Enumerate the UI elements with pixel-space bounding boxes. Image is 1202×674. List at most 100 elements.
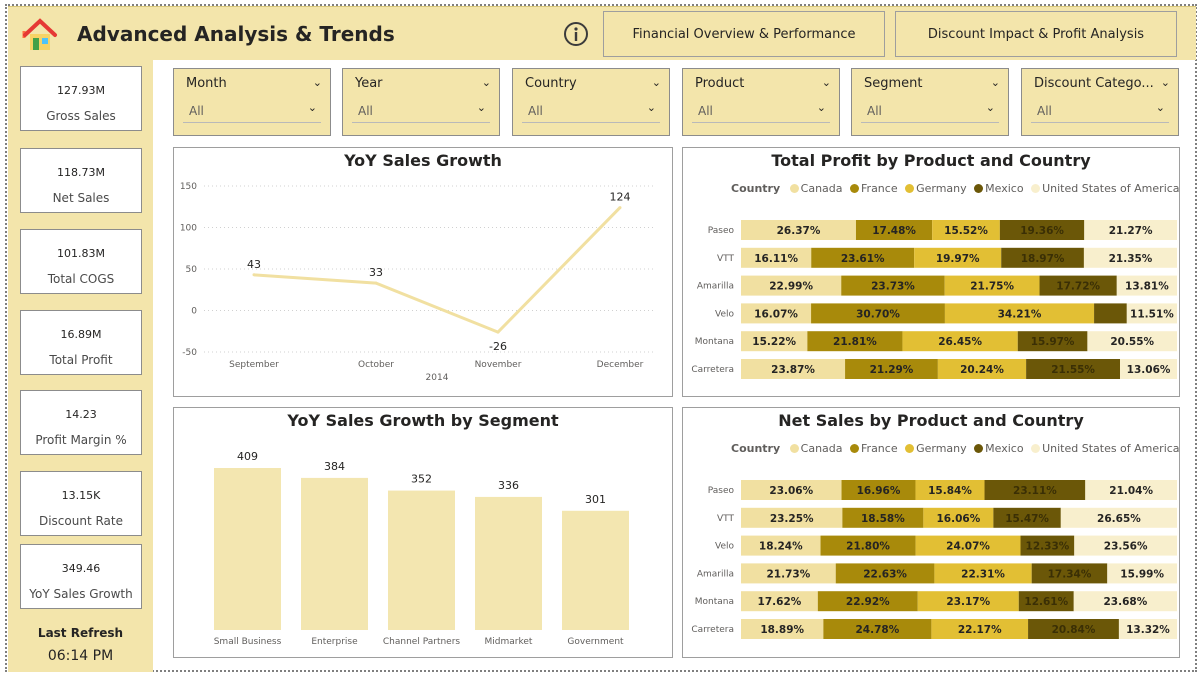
bar[interactable] <box>475 496 542 630</box>
home-icon[interactable] <box>22 18 58 52</box>
discount-impact-button[interactable]: Discount Impact & Profit Analysis <box>895 11 1177 57</box>
bar-segment[interactable] <box>1074 535 1177 556</box>
info-icon[interactable] <box>563 21 589 47</box>
bar-segment[interactable] <box>1107 563 1177 584</box>
bar-segment[interactable] <box>1118 619 1177 639</box>
bar-segment[interactable] <box>1116 275 1177 296</box>
bar-segment[interactable] <box>741 303 812 324</box>
slicer-dropdown[interactable]: All ⌄ <box>692 97 830 123</box>
bar-segment[interactable] <box>999 220 1085 240</box>
bar[interactable] <box>562 510 629 630</box>
bar-segment[interactable] <box>741 535 821 556</box>
bar-segment[interactable] <box>934 563 1032 584</box>
bar[interactable] <box>301 477 368 630</box>
bar-segment[interactable] <box>741 591 818 612</box>
legend-item-mexico[interactable]: Mexico <box>974 182 1024 195</box>
bar-segment[interactable] <box>1060 507 1177 528</box>
bar-segment[interactable] <box>932 220 1000 240</box>
bar-segment[interactable] <box>915 480 985 500</box>
slicer-country[interactable]: Country ⌄ All ⌄ <box>512 68 670 136</box>
bar-segment[interactable] <box>1085 480 1177 500</box>
slicer-dropdown[interactable]: All ⌄ <box>1031 97 1169 123</box>
bar-segment[interactable] <box>741 247 812 268</box>
bar-segment[interactable] <box>1020 535 1075 556</box>
bar-segment[interactable] <box>741 619 824 639</box>
legend-item-germany[interactable]: Germany <box>905 442 967 455</box>
bar-segment[interactable] <box>917 591 1019 612</box>
yoy-growth-by-segment-visual[interactable]: YoY Sales Growth by Segment 409 Small Bus… <box>173 407 673 658</box>
bar-segment[interactable] <box>1039 275 1117 296</box>
bar-segment[interactable] <box>915 535 1021 556</box>
slicer-discount-category[interactable]: Discount Catego... ⌄ All ⌄ <box>1021 68 1179 136</box>
slicer-dropdown[interactable]: All ⌄ <box>352 97 490 123</box>
slicer-dropdown[interactable]: All ⌄ <box>522 97 660 123</box>
yoy-sales-growth-visual[interactable]: YoY Sales Growth 150 100 50 0 -50 September Oc… <box>173 147 673 397</box>
data-point[interactable] <box>374 281 378 285</box>
financial-overview-button[interactable]: Financial Overview & Performance <box>603 11 885 57</box>
bar-segment[interactable] <box>944 303 1095 324</box>
legend-item-mexico[interactable]: Mexico <box>974 442 1024 455</box>
bar-segment[interactable] <box>1087 331 1177 352</box>
bar-segment[interactable] <box>1073 591 1177 612</box>
bar-segment[interactable] <box>1017 331 1088 352</box>
bar-segment[interactable] <box>1084 220 1177 240</box>
bar-segment[interactable] <box>845 359 938 379</box>
bar-segment[interactable] <box>1018 591 1074 612</box>
data-point[interactable] <box>252 273 256 277</box>
bar-segment[interactable] <box>937 359 1027 379</box>
legend-item-usa[interactable]: United States of America <box>1031 442 1180 455</box>
legend-item-canada[interactable]: Canada <box>789 442 843 455</box>
bar-segment[interactable] <box>841 275 945 296</box>
bar-segment[interactable] <box>1026 359 1121 379</box>
bar-segment[interactable] <box>741 507 843 528</box>
bar-segment[interactable] <box>1031 563 1108 584</box>
bar[interactable] <box>388 490 455 630</box>
bar-segment[interactable] <box>931 619 1029 639</box>
legend-item-france[interactable]: France <box>850 442 898 455</box>
legend-item-usa[interactable]: United States of America <box>1031 182 1180 195</box>
bar-segment[interactable] <box>807 331 903 352</box>
profit-by-product-country-visual[interactable]: Total Profit by Product and Country Coun… <box>682 147 1180 397</box>
slicer-dropdown[interactable]: All ⌄ <box>183 97 321 123</box>
bar-segment[interactable] <box>835 563 935 584</box>
bar-segment[interactable] <box>741 359 846 379</box>
bar-segment[interactable] <box>914 247 1002 268</box>
data-point[interactable] <box>496 330 500 334</box>
bar-segment[interactable] <box>855 220 933 240</box>
bar-segment[interactable] <box>1001 247 1084 268</box>
bar-segment[interactable] <box>811 247 915 268</box>
legend-item-germany[interactable]: Germany <box>905 182 967 195</box>
bar-segment[interactable] <box>902 331 1018 352</box>
net-sales-by-product-country-visual[interactable]: Net Sales by Product and Country Country… <box>682 407 1180 658</box>
slicer-year[interactable]: Year ⌄ All ⌄ <box>342 68 500 136</box>
bar-segment[interactable] <box>993 507 1061 528</box>
bar-segment[interactable] <box>820 535 916 556</box>
slicer-product[interactable]: Product ⌄ All ⌄ <box>682 68 840 136</box>
bar-segment[interactable] <box>842 507 924 528</box>
bar-segment[interactable] <box>741 480 842 500</box>
bar-segment[interactable] <box>741 220 856 240</box>
bar-segment[interactable] <box>817 591 918 612</box>
legend-item-france[interactable]: France <box>850 182 898 195</box>
bar-segment[interactable] <box>823 619 932 639</box>
legend-item-canada[interactable]: Canada <box>789 182 843 195</box>
bar-segment[interactable] <box>841 480 916 500</box>
data-point[interactable] <box>618 206 622 210</box>
bar-segment[interactable] <box>1126 303 1177 324</box>
bar-segment[interactable] <box>811 303 945 324</box>
bar-segment[interactable] <box>741 331 808 352</box>
bar-segment[interactable] <box>1028 619 1119 639</box>
bar-segment[interactable] <box>984 480 1086 500</box>
slicer-dropdown[interactable]: All ⌄ <box>861 97 999 123</box>
slicer-segment[interactable]: Segment ⌄ All ⌄ <box>851 68 1009 136</box>
bar-segment[interactable] <box>741 563 836 584</box>
bar-segment[interactable] <box>741 275 842 296</box>
bar-segment[interactable] <box>1120 359 1177 379</box>
bar[interactable] <box>214 468 281 630</box>
bar-segment[interactable] <box>1083 247 1177 268</box>
series-line[interactable] <box>253 206 622 334</box>
bar-segment[interactable] <box>923 507 994 528</box>
bar-segment[interactable] <box>944 275 1040 296</box>
slicer-month[interactable]: Month ⌄ All ⌄ <box>173 68 331 136</box>
bar-segment[interactable] <box>1094 303 1127 324</box>
